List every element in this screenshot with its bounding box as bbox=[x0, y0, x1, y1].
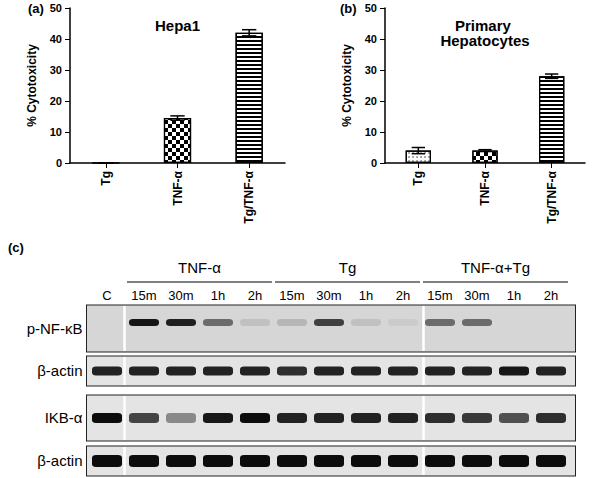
svg-text:15m: 15m bbox=[131, 288, 156, 303]
svg-text:1h: 1h bbox=[507, 288, 521, 303]
svg-text:10: 10 bbox=[50, 126, 62, 138]
svg-text:β-actin: β-actin bbox=[37, 362, 82, 379]
svg-text:30m: 30m bbox=[316, 288, 341, 303]
svg-text:TNF-α: TNF-α bbox=[478, 170, 492, 205]
svg-text:15m: 15m bbox=[279, 288, 304, 303]
svg-text:1h: 1h bbox=[211, 288, 225, 303]
svg-text:Tg/TNF-α: Tg/TNF-α bbox=[242, 170, 256, 223]
svg-text:50: 50 bbox=[365, 2, 377, 14]
svg-text:15m: 15m bbox=[427, 288, 452, 303]
svg-text:IKB-α: IKB-α bbox=[45, 409, 83, 426]
svg-text:Hepa1: Hepa1 bbox=[155, 17, 200, 34]
svg-text:1h: 1h bbox=[359, 288, 373, 303]
svg-text:% Cytotoxicity: % Cytotoxicity bbox=[25, 44, 39, 127]
svg-text:2h: 2h bbox=[396, 288, 410, 303]
svg-text:Tg: Tg bbox=[411, 171, 425, 186]
svg-text:50: 50 bbox=[50, 2, 62, 14]
svg-text:40: 40 bbox=[365, 33, 377, 45]
svg-text:Tg: Tg bbox=[99, 171, 113, 186]
svg-text:30m: 30m bbox=[464, 288, 489, 303]
svg-text:TNF-α+Tg: TNF-α+Tg bbox=[461, 259, 530, 276]
svg-text:30: 30 bbox=[365, 64, 377, 76]
svg-text:0: 0 bbox=[371, 157, 377, 169]
svg-text:TNF-α: TNF-α bbox=[178, 259, 221, 276]
svg-text:40: 40 bbox=[50, 33, 62, 45]
svg-text:20: 20 bbox=[50, 95, 62, 107]
svg-text:Tg/TNF-α: Tg/TNF-α bbox=[545, 170, 559, 223]
svg-text:Hepatocytes: Hepatocytes bbox=[440, 32, 529, 49]
svg-text:β-actin: β-actin bbox=[37, 452, 82, 469]
svg-text:TNF-α: TNF-α bbox=[171, 170, 185, 205]
svg-text:20: 20 bbox=[365, 95, 377, 107]
svg-text:C: C bbox=[102, 288, 111, 303]
svg-text:10: 10 bbox=[365, 126, 377, 138]
svg-text:Primary: Primary bbox=[455, 17, 515, 34]
svg-text:2h: 2h bbox=[544, 288, 558, 303]
svg-text:% Cytotoxicity: % Cytotoxicity bbox=[340, 44, 354, 127]
svg-text:30m: 30m bbox=[168, 288, 193, 303]
svg-text:(c): (c) bbox=[8, 240, 24, 255]
svg-text:30: 30 bbox=[50, 64, 62, 76]
svg-text:Tg: Tg bbox=[339, 259, 357, 276]
svg-text:2h: 2h bbox=[248, 288, 262, 303]
svg-text:p-NF-κB: p-NF-κB bbox=[27, 320, 83, 337]
svg-text:(a): (a) bbox=[28, 1, 44, 16]
svg-text:(b): (b) bbox=[340, 1, 357, 16]
svg-text:0: 0 bbox=[56, 157, 62, 169]
